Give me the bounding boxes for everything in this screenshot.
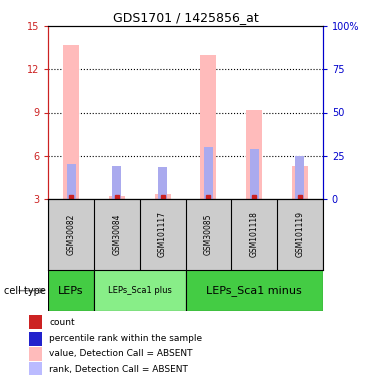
Bar — [29, 347, 42, 361]
Text: value, Detection Call = ABSENT: value, Detection Call = ABSENT — [49, 350, 193, 358]
Text: percentile rank within the sample: percentile rank within the sample — [49, 334, 203, 343]
Text: GSM101117: GSM101117 — [158, 211, 167, 257]
Bar — [94, 270, 186, 311]
Bar — [295, 156, 304, 199]
Text: LEPs_Sca1 minus: LEPs_Sca1 minus — [206, 285, 302, 296]
Bar — [204, 147, 213, 199]
Text: cell type: cell type — [4, 286, 46, 296]
Bar — [29, 315, 42, 329]
Bar — [158, 167, 167, 199]
Bar — [186, 270, 323, 311]
Title: GDS1701 / 1425856_at: GDS1701 / 1425856_at — [113, 11, 258, 24]
Bar — [63, 45, 79, 199]
Bar — [246, 110, 262, 199]
Text: GSM101118: GSM101118 — [250, 211, 259, 257]
Bar — [67, 164, 76, 199]
Bar — [155, 194, 171, 199]
Text: rank, Detection Call = ABSENT: rank, Detection Call = ABSENT — [49, 365, 188, 374]
Bar — [292, 166, 308, 199]
Bar — [200, 55, 216, 199]
Text: count: count — [49, 318, 75, 327]
Bar — [29, 362, 42, 375]
Bar — [112, 166, 121, 199]
Text: GSM30085: GSM30085 — [204, 214, 213, 255]
Text: GSM101119: GSM101119 — [295, 211, 304, 257]
Bar — [109, 196, 125, 199]
Text: GSM30084: GSM30084 — [112, 214, 121, 255]
Text: GSM30082: GSM30082 — [67, 214, 76, 255]
Bar — [250, 149, 259, 199]
Text: LEPs: LEPs — [58, 286, 84, 296]
Bar — [48, 270, 94, 311]
Text: LEPs_Sca1 plus: LEPs_Sca1 plus — [108, 286, 172, 295]
Bar — [29, 332, 42, 346]
